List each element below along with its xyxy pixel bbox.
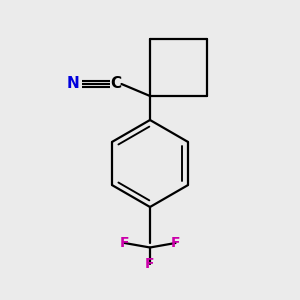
Text: F: F [120,236,129,250]
Text: F: F [171,236,180,250]
Text: N: N [67,76,80,92]
Text: C: C [110,76,121,92]
Text: F: F [145,257,155,271]
